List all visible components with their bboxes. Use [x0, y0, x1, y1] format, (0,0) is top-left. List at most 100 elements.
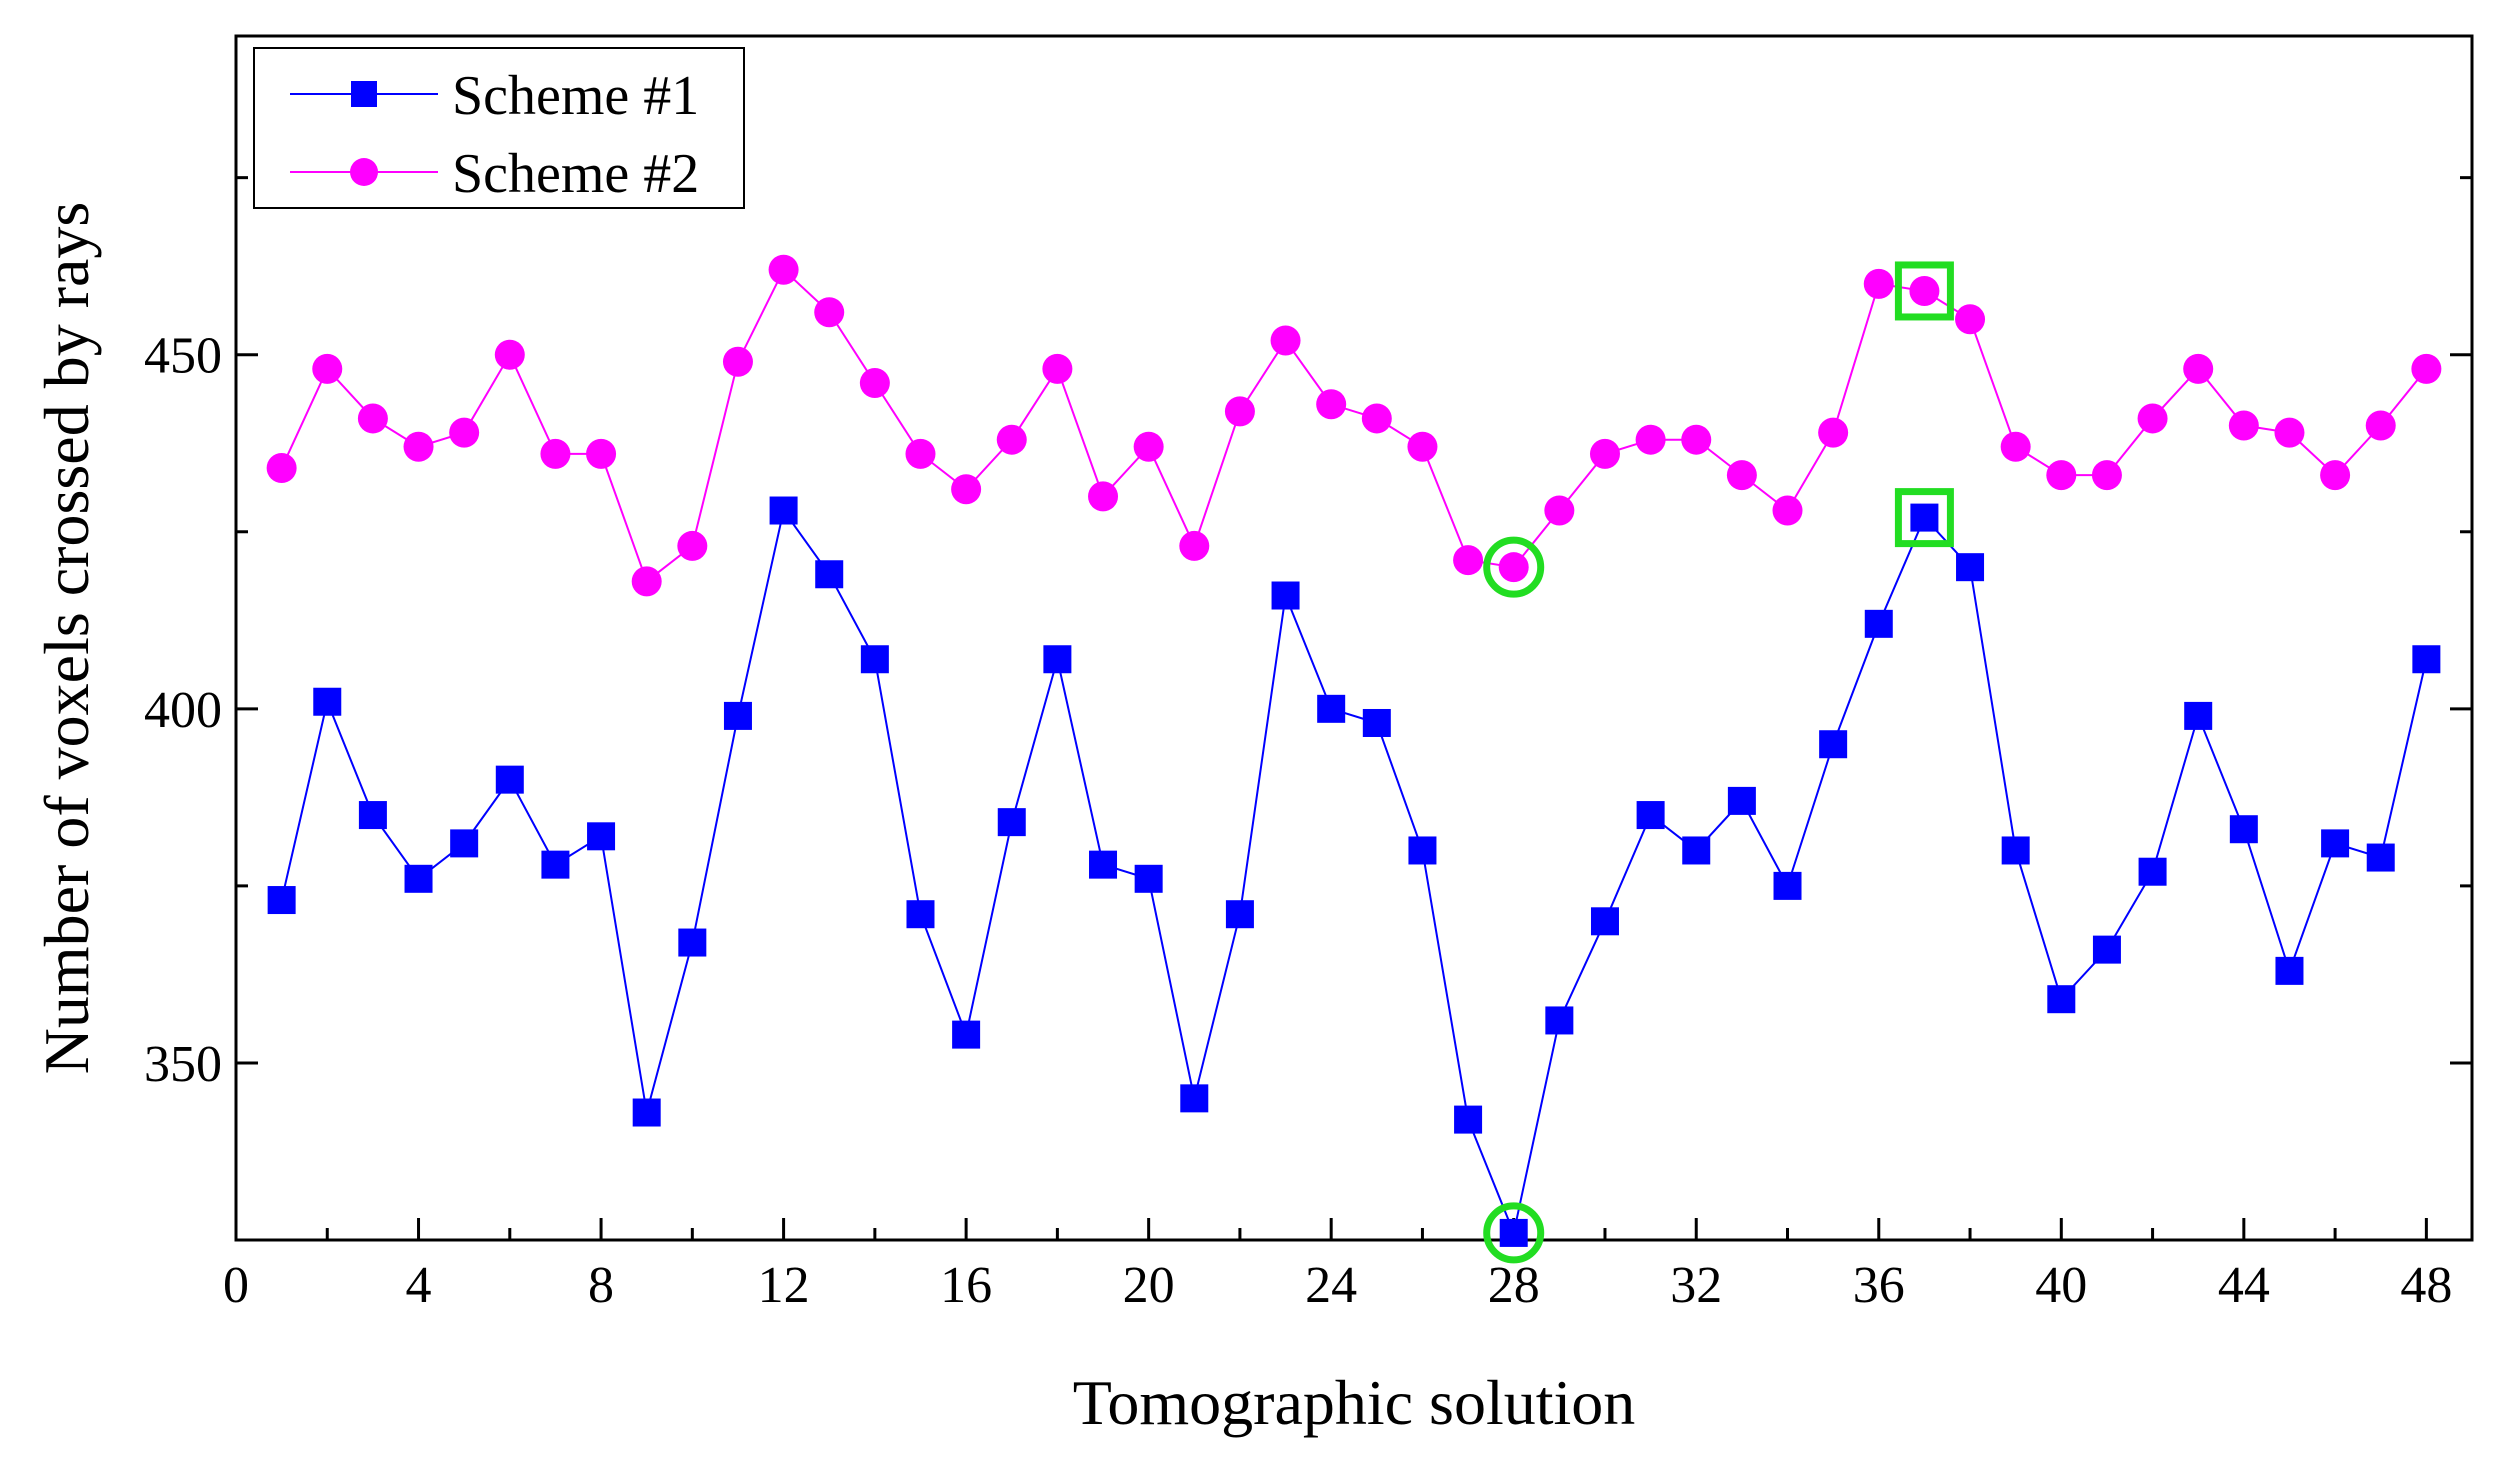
data-point — [1773, 871, 1802, 900]
data-point — [677, 530, 708, 561]
x-tick-label: 48 — [2400, 1257, 2452, 1314]
legend-box — [253, 47, 745, 209]
data-point — [2046, 460, 2077, 491]
x-tick-label: 40 — [2035, 1257, 2087, 1314]
highlight-circle — [1483, 536, 1545, 598]
x-tick-label: 32 — [1670, 1257, 1722, 1314]
data-point — [722, 346, 753, 377]
series-line — [280, 268, 2428, 583]
data-point — [632, 1098, 661, 1127]
legend-label-scheme-2: Scheme #2 — [452, 143, 699, 205]
data-point — [1499, 1218, 1528, 1247]
series-1 — [267, 496, 2441, 1247]
data-point — [587, 822, 616, 851]
data-point — [403, 431, 434, 462]
data-point — [678, 928, 707, 957]
data-point — [1864, 609, 1893, 638]
y-tick-label: 400 — [144, 682, 222, 739]
data-point — [2000, 431, 2031, 462]
data-point — [1819, 730, 1848, 759]
data-point — [723, 701, 752, 730]
data-point — [2320, 460, 2351, 491]
data-point — [1180, 1084, 1209, 1113]
data-point — [1408, 836, 1437, 865]
data-point — [1635, 424, 1666, 455]
data-point — [1361, 403, 1392, 434]
data-point — [1454, 1105, 1483, 1134]
data-point — [1133, 431, 1164, 462]
data-point — [996, 424, 1027, 455]
data-point — [2321, 829, 2350, 858]
data-point — [1316, 389, 1347, 420]
x-tick-label: 16 — [940, 1257, 992, 1314]
data-point — [2365, 410, 2396, 441]
x-tick-label: 36 — [1853, 1257, 1905, 1314]
series-2 — [266, 254, 2442, 597]
data-point — [1043, 645, 1072, 674]
data-point — [266, 453, 297, 484]
data-point — [1225, 900, 1254, 929]
data-point — [1956, 553, 1985, 582]
x-tick-label: 4 — [406, 1257, 432, 1314]
highlight-square — [1894, 488, 1954, 548]
data-point — [2047, 985, 2076, 1014]
data-point — [313, 687, 342, 716]
series-layer — [266, 254, 2442, 1247]
data-point — [1863, 268, 1894, 299]
data-point — [1681, 424, 1712, 455]
data-point — [1589, 438, 1620, 469]
data-point — [952, 1020, 981, 1049]
data-point — [2183, 353, 2214, 384]
x-tick-label: 44 — [2218, 1257, 2270, 1314]
data-point — [768, 254, 799, 285]
data-point — [494, 339, 525, 370]
data-point — [2092, 935, 2121, 964]
x-tick-label: 8 — [588, 1257, 614, 1314]
x-axis-title: Tomographic solution — [1073, 1367, 1636, 1438]
data-point — [2228, 410, 2259, 441]
data-point — [1544, 495, 1575, 526]
data-point — [906, 900, 935, 929]
data-point — [1910, 503, 1939, 532]
data-point — [1818, 417, 1849, 448]
data-point — [1362, 708, 1391, 737]
axis-ticks — [234, 176, 2472, 1240]
data-point — [540, 438, 571, 469]
data-point — [1590, 907, 1619, 936]
data-point — [1682, 836, 1711, 865]
x-tick-label: 24 — [1305, 1257, 1357, 1314]
data-point — [1317, 694, 1346, 723]
data-point — [2229, 815, 2258, 844]
highlight-circle — [1483, 1202, 1545, 1264]
data-point — [859, 368, 890, 399]
data-point — [1271, 581, 1300, 610]
data-point — [2091, 460, 2122, 491]
data-point — [1772, 495, 1803, 526]
data-point — [769, 496, 798, 525]
data-point — [2275, 956, 2304, 985]
data-point — [1955, 304, 1986, 335]
y-tick-label: 350 — [144, 1036, 222, 1093]
x-tick-label: 28 — [1488, 1257, 1540, 1314]
data-point — [2137, 403, 2168, 434]
legend: Scheme #1 Scheme #2 — [253, 47, 745, 209]
data-point — [2001, 836, 2030, 865]
data-point — [2411, 353, 2442, 384]
data-point — [357, 403, 388, 434]
data-point — [1726, 460, 1757, 491]
legend-marker-scheme-1 — [351, 81, 377, 107]
data-point — [2274, 417, 2305, 448]
data-point — [1089, 850, 1118, 879]
y-tick-label: 450 — [144, 328, 222, 385]
x-tick-label: 12 — [758, 1257, 810, 1314]
data-point — [815, 560, 844, 589]
data-point — [951, 474, 982, 505]
data-point — [997, 808, 1026, 837]
data-point — [1909, 275, 1940, 306]
data-point — [1636, 801, 1665, 830]
legend-label-scheme-1: Scheme #1 — [452, 65, 699, 127]
data-point — [1727, 786, 1756, 815]
data-point — [358, 801, 387, 830]
